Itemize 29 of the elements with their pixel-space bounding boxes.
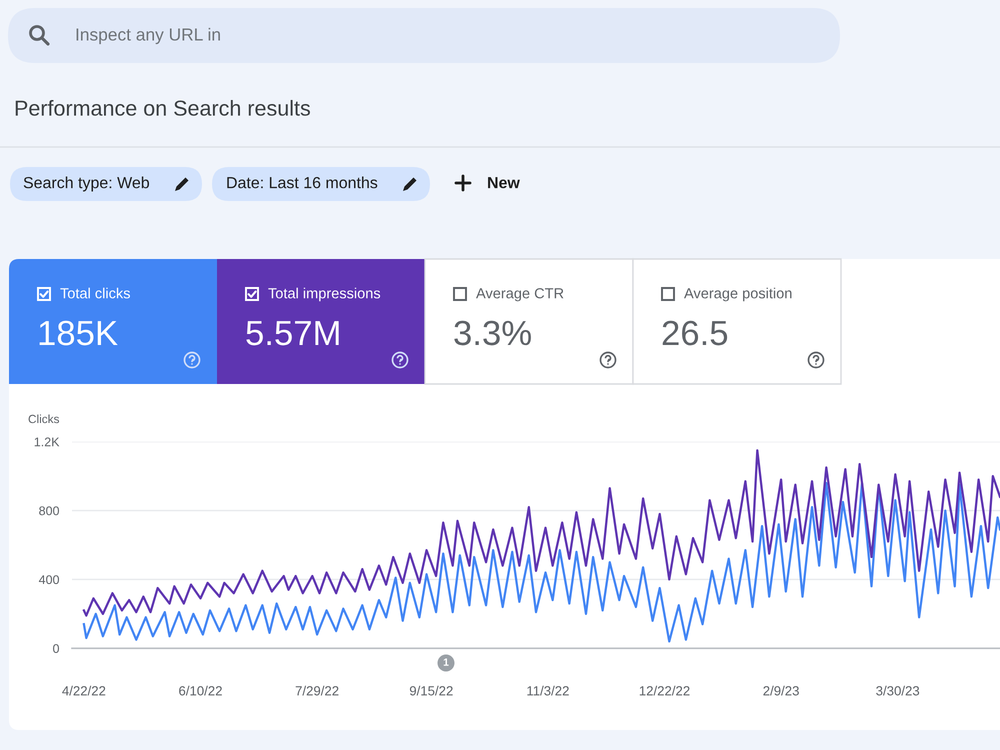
text: Inspect any URL in [76,28,220,44]
text: 26.5 [662,320,728,346]
legend-label: Total impressions [268,288,380,302]
x-tick-label: 7/29/22 [296,686,338,696]
text: Average CTR [476,288,564,302]
text: Average position [684,288,792,302]
x-tick-label: 11/3/22 [527,686,569,696]
y-tick-label: 400 [38,575,60,584]
x-tick-label: 6/10/22 [179,686,222,696]
text: 185K [40,320,118,346]
y-tick-label: 800 [39,506,60,516]
text: 3.3% [454,320,531,346]
line-series [82,482,1000,643]
x-tick-label: 12/22/22 [640,686,690,696]
line-series [82,449,1000,617]
text: Search type: Web [24,176,149,192]
chart-title: Performance on Search results [16,100,310,116]
x-tick-label: 3/30/23 [876,686,920,696]
text: New [488,177,520,188]
text: 1 [444,658,449,666]
legend-label: Total clicks [60,288,130,298]
y-tick-label: 1.2K [34,438,60,446]
text: 5.57M [246,321,339,346]
x-tick-label: 4/22/22 [62,686,106,696]
text: Date: Last 16 months [227,176,378,188]
x-tick-label: 2/9/23 [763,686,799,696]
y-tick-label: 0 [53,644,60,653]
x-tick-label: 9/15/22 [410,686,453,696]
y-axis-title: Clicks [28,414,60,424]
